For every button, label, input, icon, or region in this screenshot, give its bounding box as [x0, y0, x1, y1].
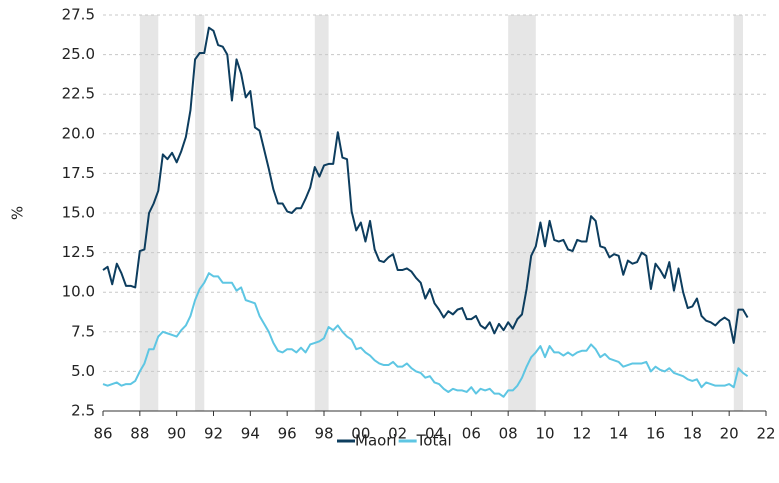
y-tick-label: 2.5 [71, 402, 95, 420]
x-tick-label: 20 [720, 425, 739, 443]
x-tick-label: 96 [278, 425, 297, 443]
x-tick-label: 14 [609, 425, 628, 443]
y-tick-label: 25.0 [62, 45, 95, 63]
y-tick-label: 27.5 [62, 6, 95, 24]
y-tick-label: 17.5 [62, 164, 95, 182]
series-line [102, 26, 749, 344]
y-tick-label: 7.5 [71, 322, 95, 340]
x-tick-label: 16 [646, 425, 665, 443]
x-tick-label: 12 [572, 425, 591, 443]
x-tick-label: 08 [499, 425, 518, 443]
legend-label: Total [416, 432, 452, 450]
series-line [102, 272, 749, 398]
recession-band [733, 15, 743, 411]
y-tick-label: 5.0 [71, 362, 95, 380]
x-tick-label: 92 [204, 425, 223, 443]
y-tick-label: 10.0 [62, 283, 95, 301]
x-tick-label: 94 [241, 425, 260, 443]
y-tick-label: 20.0 [62, 124, 95, 142]
x-tick-label: 06 [462, 425, 481, 443]
x-tick-label: 10 [535, 425, 554, 443]
x-tick-label: 02 [388, 425, 407, 443]
x-tick-label: 22 [756, 425, 775, 443]
legend-label: Maori [355, 432, 397, 450]
y-axis-label: % [9, 206, 27, 220]
y-tick-label: 15.0 [62, 204, 95, 222]
x-tick-label: 98 [314, 425, 333, 443]
x-tick-label: 04 [425, 425, 444, 443]
x-tick-label: 00 [351, 425, 370, 443]
x-tick-label: 86 [93, 425, 112, 443]
x-tick-label: 18 [683, 425, 702, 443]
y-tick-label: 12.5 [62, 243, 95, 261]
x-tick-label: 88 [130, 425, 149, 443]
y-tick-label: 22.5 [62, 85, 95, 103]
x-tick-label: 90 [167, 425, 186, 443]
